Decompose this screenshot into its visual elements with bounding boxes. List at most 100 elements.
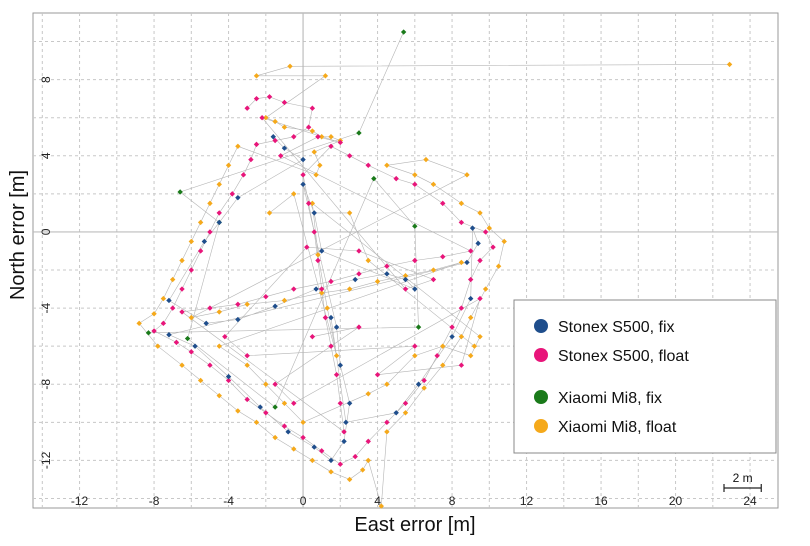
data-point	[412, 223, 418, 229]
data-point	[328, 314, 334, 321]
data-point	[430, 276, 437, 283]
data-point	[402, 400, 409, 406]
data-point	[207, 229, 213, 235]
data-point	[384, 381, 390, 387]
data-point	[248, 156, 254, 163]
data-point	[270, 134, 276, 140]
legend-label-xiaomi-fix: Xiaomi Mi8, fix	[558, 390, 662, 407]
data-point	[281, 99, 288, 106]
data-point	[225, 162, 232, 169]
data-point	[244, 362, 250, 368]
x-axis-title: East error [m]	[354, 514, 475, 536]
data-point	[309, 105, 316, 111]
data-point	[309, 333, 316, 340]
data-point	[328, 134, 334, 140]
data-point	[393, 175, 399, 182]
data-point	[412, 352, 418, 359]
data-point	[272, 137, 278, 144]
data-point	[346, 153, 353, 159]
data-point	[458, 219, 465, 226]
legend-label-stonex-fix: Stonex S500, fix	[558, 319, 675, 336]
data-point	[281, 124, 288, 130]
data-point	[151, 328, 157, 334]
legend: Stonex S500, fix Stonex S500, float Xiao…	[513, 299, 777, 454]
data-point	[477, 333, 483, 340]
data-point	[216, 392, 222, 399]
data-point	[309, 128, 316, 134]
data-point	[216, 210, 222, 216]
zero-axes	[33, 13, 778, 508]
data-point	[315, 252, 321, 258]
data-point	[423, 156, 429, 163]
data-point	[179, 309, 185, 315]
data-point	[317, 162, 323, 169]
data-point	[272, 434, 278, 441]
data-point	[253, 141, 260, 148]
data-point	[337, 400, 344, 406]
data-point	[464, 259, 470, 266]
data-point	[365, 457, 371, 464]
x-tick-label: 0	[300, 494, 307, 508]
data-point	[285, 429, 291, 435]
data-point	[207, 362, 213, 368]
data-point	[430, 267, 437, 273]
data-point	[458, 200, 465, 207]
data-point	[253, 419, 260, 426]
data-point	[155, 343, 161, 349]
data-point	[272, 381, 278, 387]
data-point	[477, 295, 483, 302]
data-point	[440, 362, 446, 368]
data-point	[495, 263, 502, 269]
data-point	[328, 278, 334, 285]
y-tick-label: -12	[39, 451, 53, 469]
data-point	[374, 372, 381, 378]
data-point	[440, 343, 446, 349]
series-line	[148, 31, 419, 408]
data-point	[378, 503, 384, 509]
data-point	[291, 400, 297, 406]
data-point	[467, 276, 474, 283]
data-point	[365, 438, 371, 445]
data-point	[346, 210, 353, 216]
data-point	[253, 73, 260, 79]
data-point	[311, 444, 317, 450]
data-point	[207, 305, 213, 311]
data-point	[346, 286, 353, 292]
data-point	[188, 314, 195, 321]
data-point	[244, 301, 250, 307]
data-point	[311, 229, 317, 235]
data-point	[482, 286, 489, 292]
data-point	[356, 324, 362, 330]
data-point	[430, 181, 437, 188]
data-point	[244, 396, 250, 403]
data-point	[169, 276, 176, 283]
data-point	[179, 362, 185, 368]
data-point	[216, 343, 222, 349]
data-point	[328, 143, 334, 149]
data-point	[402, 273, 409, 279]
data-point	[263, 293, 269, 300]
x-tick-label: -8	[149, 494, 160, 508]
data-point	[318, 290, 325, 296]
data-point	[300, 181, 306, 188]
data-point	[384, 162, 390, 169]
x-tick-label: 12	[520, 494, 534, 508]
data-point	[315, 257, 321, 264]
data-point	[266, 210, 273, 216]
data-point	[136, 320, 142, 327]
data-point	[203, 320, 209, 327]
data-point	[179, 257, 185, 264]
data-point	[412, 343, 418, 349]
data-point	[341, 438, 347, 445]
data-point	[458, 362, 465, 368]
data-point	[343, 419, 349, 426]
data-points	[136, 29, 733, 509]
data-point	[359, 467, 366, 473]
data-point	[384, 271, 390, 277]
data-point	[197, 219, 204, 226]
data-point	[188, 238, 195, 245]
data-point	[184, 335, 191, 342]
data-point	[726, 61, 733, 68]
data-point	[393, 410, 399, 416]
data-point	[169, 305, 176, 311]
